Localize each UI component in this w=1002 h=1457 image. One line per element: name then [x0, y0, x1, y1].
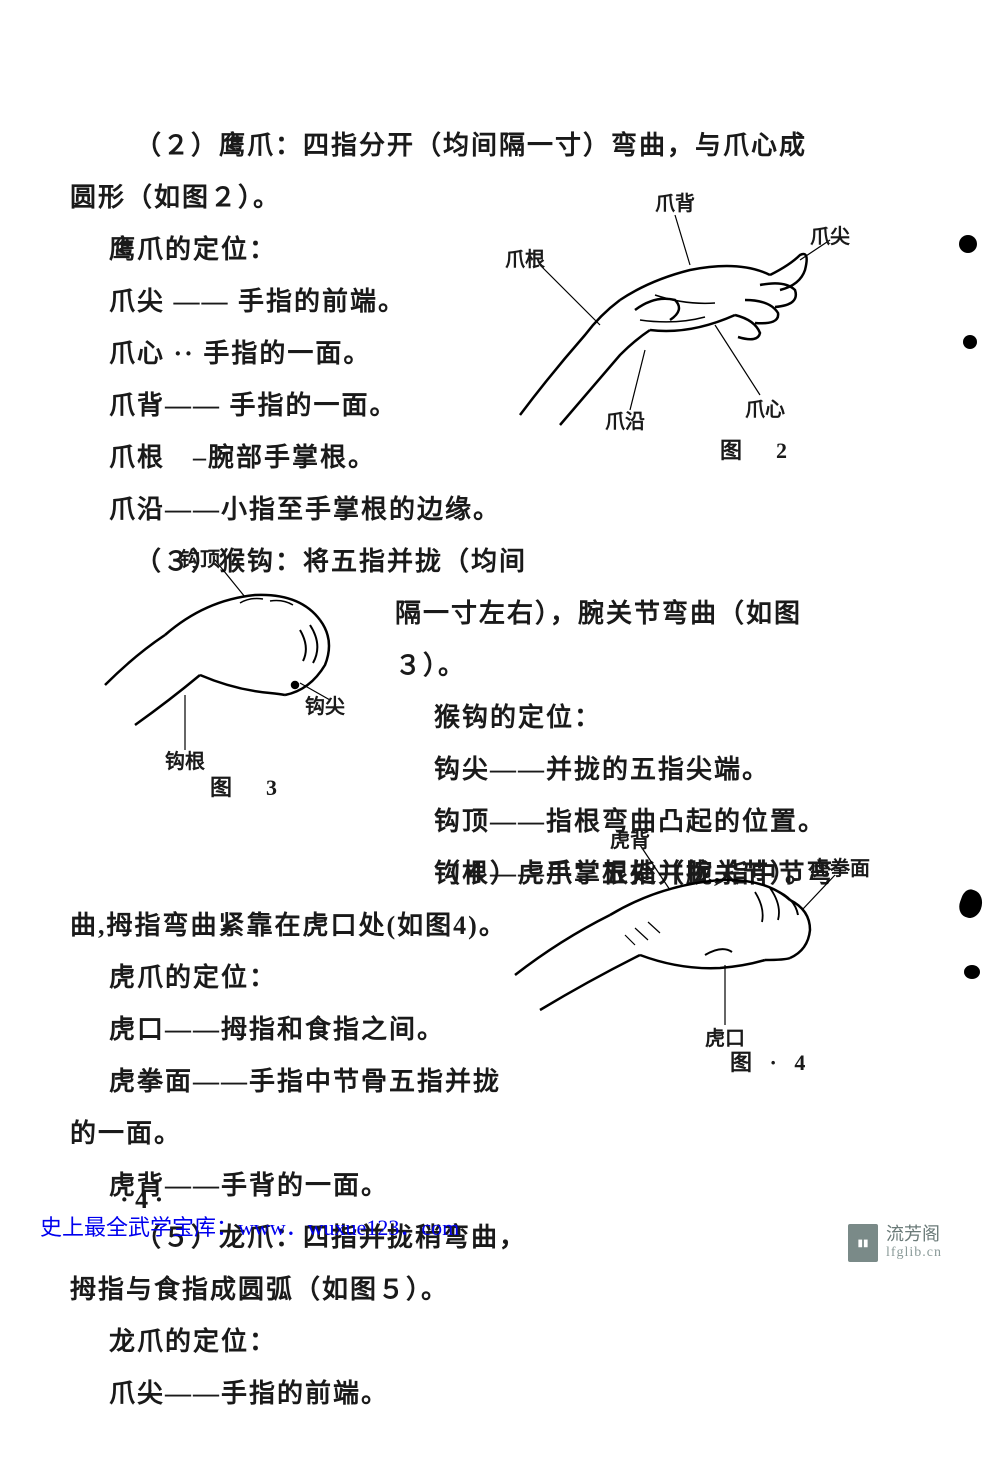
logo-sub-text: lfglib.cn — [886, 1245, 942, 1260]
book-icon: ▮▮ — [848, 1224, 878, 1262]
anno-claw-palm: 爪心 — [745, 393, 785, 422]
figure-3-label: 图 3 — [210, 770, 283, 802]
anno-hook-root: 钩根 — [165, 745, 205, 774]
claw-edge-def: 爪沿——小指至手掌根的边缘。 — [70, 484, 940, 536]
eagle-claw-svg — [490, 195, 840, 445]
para-3-cont2: ３）。 — [395, 640, 935, 692]
logo-main-text: 流芳阁 — [886, 1225, 942, 1245]
anno-tiger-back: 虎背 — [610, 824, 650, 853]
para-5-cont: 拇指与食指成圆弧（如图５）。 — [70, 1264, 940, 1316]
anno-hook-top: 钩顶 — [180, 543, 220, 572]
figure-2-eagle-claw: 爪背 爪根 爪尖 爪沿 爪心 — [490, 195, 840, 445]
dragon-tip-def: 爪尖——手指的前端。 — [70, 1368, 940, 1420]
monkey-hook-pos-title: 猴钩的定位： — [395, 692, 935, 744]
dragon-claw-pos-title: 龙爪的定位： — [70, 1316, 940, 1368]
anno-claw-tip: 爪尖 — [810, 220, 850, 249]
ink-dot-icon — [963, 335, 977, 349]
site-logo: ▮▮ 流芳阁 lfglib.cn — [848, 1224, 942, 1262]
ink-blob-icon — [956, 887, 986, 921]
para-2-intro: （２）鹰爪：四指分开（均间隔一寸）弯曲，与爪心成 — [70, 120, 940, 172]
anno-claw-root: 爪根 — [505, 243, 545, 272]
figure-3-monkey-hook: 钩顶 钩尖 钩根 — [85, 555, 365, 775]
anno-claw-edge: 爪沿 — [605, 405, 645, 434]
tiger-claw-svg — [510, 830, 850, 1050]
para-3-cont1: 隔一寸左右），腕关节弯曲（如图 — [395, 588, 935, 640]
ink-blob-icon — [964, 965, 980, 979]
ink-dot-icon — [959, 235, 977, 253]
tiger-back-def: 虎背——手背的一面。 — [70, 1160, 940, 1212]
figure-4-label: 图 · 4 — [730, 1045, 811, 1077]
hook-tip-def: 钩尖——并拢的五指尖端。 — [395, 744, 935, 796]
figure-4-tiger-claw: 虎背 虎拳面 虎口 — [510, 830, 850, 1050]
anno-hook-tip: 钩尖 — [305, 690, 345, 719]
figure-2-label: 图 2 — [720, 433, 793, 465]
source-link[interactable]: 史上最全武学宝库：www．wuxue123．com — [40, 1210, 459, 1242]
anno-tiger-face: 虎拳面 — [810, 852, 870, 881]
monkey-hook-svg — [85, 555, 365, 775]
anno-claw-back: 爪背 — [655, 187, 695, 216]
tiger-face-cont: 的一面。 — [70, 1108, 940, 1160]
